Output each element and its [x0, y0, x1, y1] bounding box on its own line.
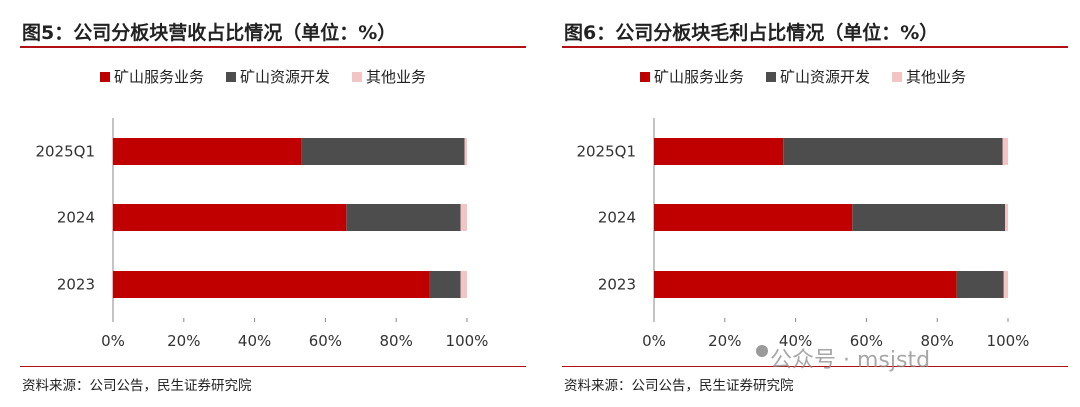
bar-segment [1003, 271, 1008, 298]
legend-label: 矿山服务业务 [114, 68, 204, 86]
x-tick-label: 40% [779, 332, 812, 350]
x-tick-label: 80% [921, 332, 954, 350]
legend-item: 矿山资源开发 [766, 68, 870, 86]
legend-label: 矿山资源开发 [240, 68, 330, 86]
revenue-chart: 矿山服务业务 矿山资源开发 其他业务 2025Q1 2024 2023 0% 20% 40% 60… [35, 68, 489, 350]
x-tick-label: 60% [309, 332, 342, 350]
category-label: 2024 [57, 209, 95, 227]
bar-segment [956, 271, 1004, 298]
bar-segment [654, 138, 784, 165]
wechat-icon [756, 345, 768, 357]
bar-segment [852, 204, 1006, 231]
bar-segment [460, 204, 467, 231]
chart-panel-revenue: 图5：公司分板块营收占比情况（单位：%） 矿山服务业务 矿山资源开发 其他业务 202… [20, 22, 526, 394]
x-tick-label: 100% [987, 332, 1030, 350]
category-label: 2023 [598, 276, 636, 294]
legend-item: 矿山资源开发 [226, 68, 330, 86]
source-rule [20, 366, 526, 367]
x-tick-label: 40% [238, 332, 271, 350]
chart-panel-gross-profit: 图6：公司分板块毛利占比情况（单位：%） 矿山服务业务 矿山资源开发 其他业务 202… [540, 0, 1080, 407]
legend-swatch [892, 72, 902, 82]
legend-label: 矿山服务业务 [654, 68, 744, 86]
bar-segment [654, 271, 957, 298]
category-label: 2025Q1 [35, 143, 95, 161]
x-tick-label: 0% [642, 332, 666, 350]
bar-segment [464, 138, 467, 165]
legend-swatch [766, 72, 776, 82]
bar-segment [113, 204, 347, 231]
legend-swatch [352, 72, 362, 82]
category-label: 2024 [598, 209, 636, 227]
x-tick-label: 80% [380, 332, 413, 350]
legend-swatch [640, 72, 650, 82]
category-label: 2025Q1 [576, 143, 636, 161]
source-rule [562, 366, 1068, 367]
legend-label: 矿山资源开发 [780, 68, 870, 86]
bar-segment [783, 138, 1003, 165]
title-rule [20, 46, 526, 48]
x-tick-label: 20% [167, 332, 200, 350]
x-tick-label: 100% [446, 332, 489, 350]
bar-segment [654, 204, 853, 231]
bar-segment [429, 271, 461, 298]
bar-segment [346, 204, 461, 231]
bar-segment [113, 271, 430, 298]
chart-title: 图6：公司分板块毛利占比情况（单位：%） [564, 22, 939, 44]
x-tick-label: 20% [708, 332, 741, 350]
legend-item: 其他业务 [352, 68, 426, 86]
category-label: 2023 [57, 276, 95, 294]
legend-swatch [226, 72, 236, 82]
bar-segment [113, 138, 302, 165]
chart-title: 图5：公司分板块营收占比情况（单位：%） [22, 22, 397, 44]
legend-label: 其他业务 [366, 68, 426, 86]
source-note: 资料来源：公司公告，民生证券研究院 [22, 378, 252, 394]
gross-profit-chart: 矿山服务业务 矿山资源开发 其他业务 2025Q1 2024 2023 0% 20% 40% 60… [576, 68, 1030, 350]
legend-item: 矿山服务业务 [640, 68, 744, 86]
source-note: 资料来源：公司公告，民生证券研究院 [564, 378, 794, 394]
legend-label: 其他业务 [906, 68, 966, 86]
legend-item: 其他业务 [892, 68, 966, 86]
bar-segment [1005, 204, 1008, 231]
legend-swatch [100, 72, 110, 82]
x-tick-label: 60% [850, 332, 883, 350]
title-rule [562, 46, 1068, 48]
legend-item: 矿山服务业务 [100, 68, 204, 86]
bar-segment [301, 138, 465, 165]
x-tick-label: 0% [101, 332, 125, 350]
bar-segment [460, 271, 467, 298]
bar-segment [1002, 138, 1008, 165]
watermark: 公众号 · msjstd [770, 348, 931, 373]
